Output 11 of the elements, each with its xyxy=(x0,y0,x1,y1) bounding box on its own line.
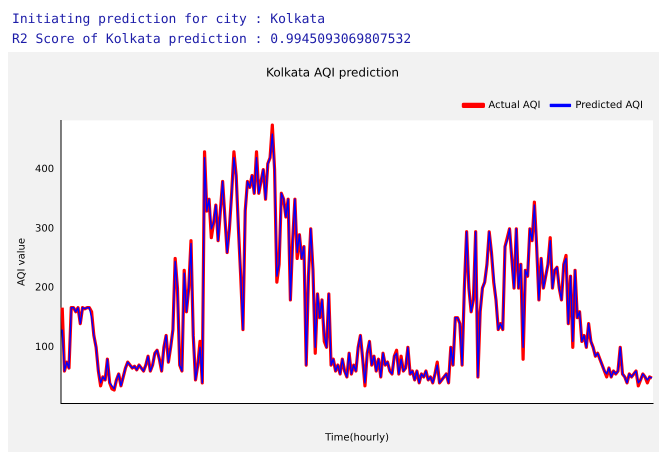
y-tick-label: 300 xyxy=(34,223,54,234)
y-tick-label: 400 xyxy=(34,164,54,176)
text: R2 Score of Kolkata prediction : 0.9945093069807532 xyxy=(12,31,412,49)
y-tick-label: 200 xyxy=(34,282,54,294)
legend-label: Predicted AQI xyxy=(575,100,643,111)
chart-title: Kolkata AQI prediction xyxy=(266,65,399,80)
y-axis-title: AQI value xyxy=(16,238,28,286)
legend-label: Actual AQI xyxy=(488,100,540,111)
y-tick-label: 100 xyxy=(34,342,54,353)
x-axis-title: Time(hourly) xyxy=(324,432,390,444)
text: Initiating prediction for city : Kolkata xyxy=(12,11,326,29)
